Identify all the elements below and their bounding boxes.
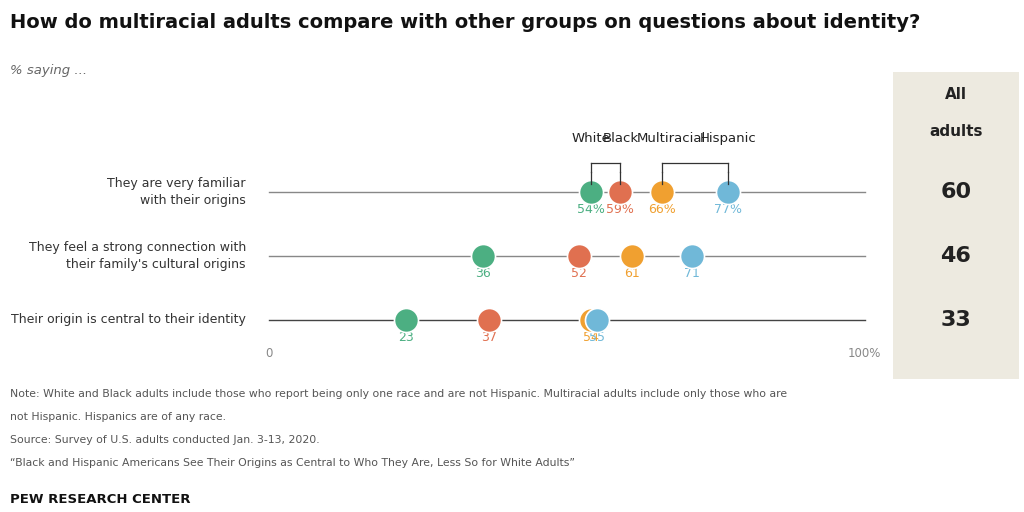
Text: 55: 55 [589,331,604,345]
Point [589,316,605,324]
Text: 100%: 100% [848,347,882,360]
Text: 77%: 77% [714,203,741,216]
Text: They are very familiar
with their origins: They are very familiar with their origin… [108,177,246,206]
FancyBboxPatch shape [893,72,1019,379]
Text: 0: 0 [265,347,272,360]
Text: Their origin is central to their identity: Their origin is central to their identit… [11,313,246,326]
Text: 59%: 59% [606,203,634,216]
Point [612,187,629,196]
Text: 37: 37 [481,331,498,345]
Point [397,316,414,324]
Text: 66%: 66% [648,203,676,216]
Text: Black: Black [602,132,639,145]
Text: Note: White and Black adults include those who report being only one race and ar: Note: White and Black adults include tho… [10,389,787,399]
Text: PEW RESEARCH CENTER: PEW RESEARCH CENTER [10,493,190,506]
Text: 33: 33 [940,310,972,330]
Text: 61: 61 [625,267,640,280]
Text: 23: 23 [398,331,414,345]
Text: How do multiracial adults compare with other groups on questions about identity?: How do multiracial adults compare with o… [10,13,921,32]
Point [475,251,492,260]
Text: not Hispanic. Hispanics are of any race.: not Hispanic. Hispanics are of any race. [10,412,226,422]
Text: “Black and Hispanic Americans See Their Origins as Central to Who They Are, Less: “Black and Hispanic Americans See Their … [10,458,575,468]
Point [481,316,498,324]
Text: Multiracial: Multiracial [637,132,706,145]
Text: adults: adults [929,124,983,139]
Text: 60: 60 [940,181,972,202]
Point [583,316,599,324]
Text: Hispanic: Hispanic [699,132,756,145]
Text: 71: 71 [684,267,699,280]
Point [654,187,671,196]
Point [720,187,736,196]
Text: White: White [571,132,610,145]
Text: 54%: 54% [577,203,604,216]
Point [583,187,599,196]
Point [625,251,641,260]
Text: 54: 54 [583,331,599,345]
Point [570,251,587,260]
Point [684,251,700,260]
Text: 52: 52 [570,267,587,280]
Text: Source: Survey of U.S. adults conducted Jan. 3-13, 2020.: Source: Survey of U.S. adults conducted … [10,435,319,445]
Text: 36: 36 [475,267,492,280]
Text: 46: 46 [940,246,972,266]
Text: All: All [945,87,967,102]
Text: % saying ...: % saying ... [10,64,87,77]
Text: They feel a strong connection with
their family's cultural origins: They feel a strong connection with their… [29,241,246,271]
